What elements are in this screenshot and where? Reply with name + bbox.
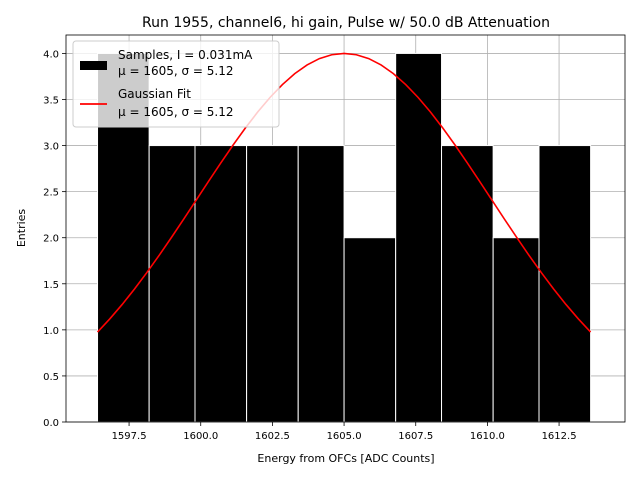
x-tick-label: 1600.0 <box>183 431 218 442</box>
y-tick-label: 0.5 <box>43 372 59 383</box>
legend-fit-stats: μ = 1605, σ = 5.12 <box>118 105 234 119</box>
histogram-bar <box>441 145 494 423</box>
legend-samples-label: Samples, I = 0.031mA <box>118 48 253 62</box>
y-axis-label: Entries <box>15 209 28 248</box>
x-tick-label: 1602.5 <box>255 431 290 442</box>
legend-samples-swatch <box>80 61 107 70</box>
histogram-bar <box>395 52 443 423</box>
plot-frame <box>65 34 626 423</box>
gaussian-fit <box>96 52 592 333</box>
y-tick-label: 3.5 <box>43 96 59 107</box>
y-tick-label: 2.5 <box>43 188 59 199</box>
y-tick-label: 1.0 <box>43 326 59 337</box>
y-tick-label: 1.5 <box>43 280 59 291</box>
y-tick-label: 3.0 <box>43 142 59 153</box>
legend-box <box>72 40 280 128</box>
histogram-bar <box>194 145 248 423</box>
histogram-bar <box>343 237 397 423</box>
y-axis-ticks: 0.0 0.5 1.0 1.5 2.0 2.5 3.0 3.5 4.0 <box>43 49 66 429</box>
y-tick-label: 2.0 <box>43 234 59 245</box>
histogram-bar <box>492 237 540 423</box>
y-tick-label: 4.0 <box>43 49 59 60</box>
histogram-bar <box>538 145 592 423</box>
chart-title: Run 1955, channel6, hi gain, Pulse w/ 50… <box>142 15 550 31</box>
histogram-bar <box>297 145 345 423</box>
x-axis-label: Energy from OFCs [ADC Counts] <box>257 452 434 465</box>
legend-samples-stats: μ = 1605, σ = 5.12 <box>118 64 234 78</box>
x-tick-label: 1610.0 <box>470 431 505 442</box>
histogram-bar <box>246 145 299 423</box>
x-axis-ticks: 1597.5 1600.0 1602.5 1605.0 1607.5 1610.0 1612… <box>112 422 577 442</box>
legend-fit-label: Gaussian Fit <box>118 87 191 101</box>
x-tick-label: 1612.5 <box>542 431 577 442</box>
x-tick-label: 1597.5 <box>112 431 147 442</box>
y-tick-label: 0.0 <box>43 418 59 429</box>
legend: Samples, I = 0.031mA μ = 1605, σ = 5.12 … <box>72 40 280 128</box>
x-tick-label: 1607.5 <box>398 431 433 442</box>
gaussian-fit-line <box>96 52 592 333</box>
x-tick-label: 1605.0 <box>327 431 362 442</box>
histogram-bar <box>148 145 196 423</box>
